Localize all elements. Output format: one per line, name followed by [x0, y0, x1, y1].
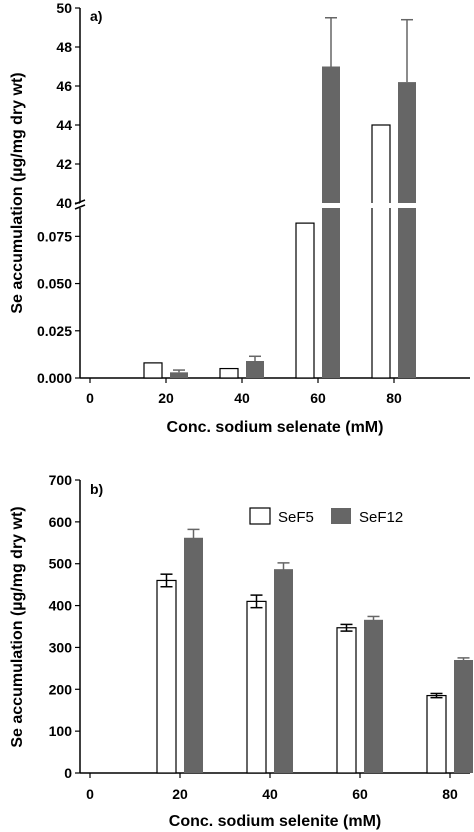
x-tick-label: 0 — [86, 390, 94, 406]
legend-swatch — [331, 508, 351, 524]
bar — [156, 579, 177, 774]
axis-break-mark — [74, 204, 86, 210]
axis-break-gap — [320, 203, 342, 208]
y-tick-label: 50 — [56, 0, 72, 16]
y-axis-title: Se accumulation (µg/mg dry wt) — [9, 72, 26, 313]
legend-label: SeF12 — [359, 509, 403, 526]
bar — [398, 82, 416, 378]
bar — [371, 124, 391, 379]
axis-break-gap — [396, 203, 418, 208]
y-tick-label: 40 — [56, 195, 72, 211]
y-tick-label: 46 — [56, 78, 72, 94]
bar — [219, 367, 239, 379]
y-tick-label: 0.025 — [37, 323, 72, 339]
y-tick-label: 48 — [56, 39, 72, 55]
axis-break-gap — [370, 203, 392, 208]
bar — [170, 372, 188, 378]
x-tick-label: 20 — [158, 390, 174, 406]
y-tick-label: 300 — [49, 639, 73, 655]
y-tick-label: 600 — [49, 514, 73, 530]
x-tick-label: 20 — [172, 786, 188, 802]
x-tick-label: 80 — [386, 390, 402, 406]
bar — [143, 362, 163, 379]
bar — [295, 222, 315, 379]
y-tick-label: 44 — [56, 117, 72, 133]
y-tick-label: 500 — [49, 556, 73, 572]
chart-panel-a: 40 42 44 46 48 50 0.000 0.025 0.050 0.075 0 20 40 60 8… — [9, 0, 470, 436]
y-axis-title: Se accumulation (µg/mg dry wt) — [9, 506, 26, 747]
bar — [246, 600, 267, 774]
y-tick-label: 0.050 — [37, 276, 72, 292]
bar — [184, 537, 203, 773]
panel-label: b) — [90, 481, 103, 497]
y-tick-label: 42 — [56, 156, 72, 172]
y-tick-label: 0.075 — [37, 228, 72, 244]
y-tick-label: 100 — [49, 723, 73, 739]
bar — [364, 619, 383, 773]
y-tick-label: 0 — [64, 765, 72, 781]
y-tick-label: 400 — [49, 598, 73, 614]
chart-panel-b: 0 100 200 300 400 500 600 700 0 20 40 60 80 SeF5 SeF12… — [9, 472, 473, 830]
x-tick-label: 40 — [262, 786, 278, 802]
bar — [454, 659, 473, 773]
x-axis-title: Conc. sodium selenite (mM) — [169, 813, 381, 830]
bar — [322, 66, 340, 378]
y-tick-label: 200 — [49, 681, 73, 697]
legend-label: SeF5 — [278, 509, 314, 526]
bar — [274, 569, 293, 773]
y-tick-label: 0.000 — [37, 370, 72, 386]
x-tick-label: 80 — [442, 786, 458, 802]
bar — [246, 361, 264, 378]
x-tick-label: 60 — [310, 390, 326, 406]
y-tick-label: 700 — [49, 472, 73, 488]
x-axis-title: Conc. sodium selenate (mM) — [167, 419, 384, 436]
x-tick-label: 60 — [352, 786, 368, 802]
legend-swatch — [249, 507, 271, 525]
bar — [426, 694, 447, 774]
x-tick-label: 0 — [86, 786, 94, 802]
bar — [336, 627, 357, 774]
panel-label: a) — [90, 8, 102, 24]
x-tick-label: 40 — [234, 390, 250, 406]
